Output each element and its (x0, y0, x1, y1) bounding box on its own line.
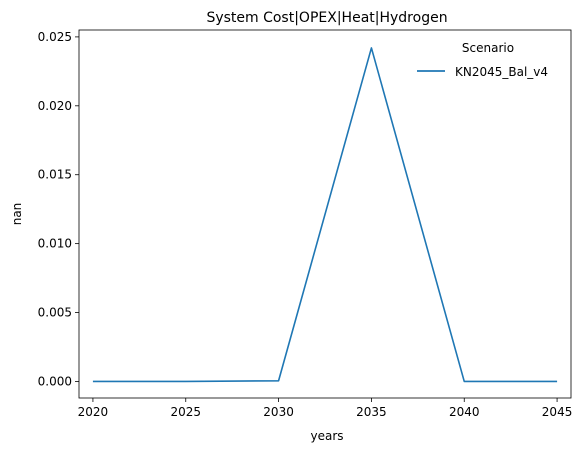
y-tick-label: 0.015 (38, 168, 72, 182)
series-line (92, 47, 558, 383)
y-tick-label: 0.005 (38, 306, 72, 320)
plot-frame (78, 29, 572, 399)
x-tick-label: 2035 (356, 405, 387, 419)
y-axis: 0.000 0.005 0.010 0.015 0.020 0.025 (38, 30, 79, 388)
legend-title: Scenario (462, 41, 514, 55)
chart-title: System Cost|OPEX|Heat|Hydrogen (206, 10, 447, 26)
legend: Scenario KN2045_Bal_v4 (417, 41, 548, 79)
y-axis-label: nan (10, 203, 24, 226)
y-tick-label: 0.010 (38, 237, 72, 251)
series-lines (92, 47, 558, 383)
x-tick-label: 2020 (78, 405, 109, 419)
x-axis-label: years (310, 429, 343, 443)
x-tick-label: 2030 (263, 405, 294, 419)
y-tick-label: 0.025 (38, 30, 72, 44)
x-axis: 2020 2025 2030 2035 2040 2045 (78, 398, 573, 419)
x-tick-label: 2040 (449, 405, 480, 419)
x-tick-label: 2045 (542, 405, 573, 419)
x-tick-label: 2025 (170, 405, 201, 419)
y-tick-label: 0.000 (38, 374, 72, 388)
y-tick-label: 0.020 (38, 99, 72, 113)
legend-entry-label: KN2045_Bal_v4 (455, 65, 548, 79)
plot-area: 2020 2025 2030 2035 2040 2045 0.000 0.005 0.010… (38, 29, 573, 419)
